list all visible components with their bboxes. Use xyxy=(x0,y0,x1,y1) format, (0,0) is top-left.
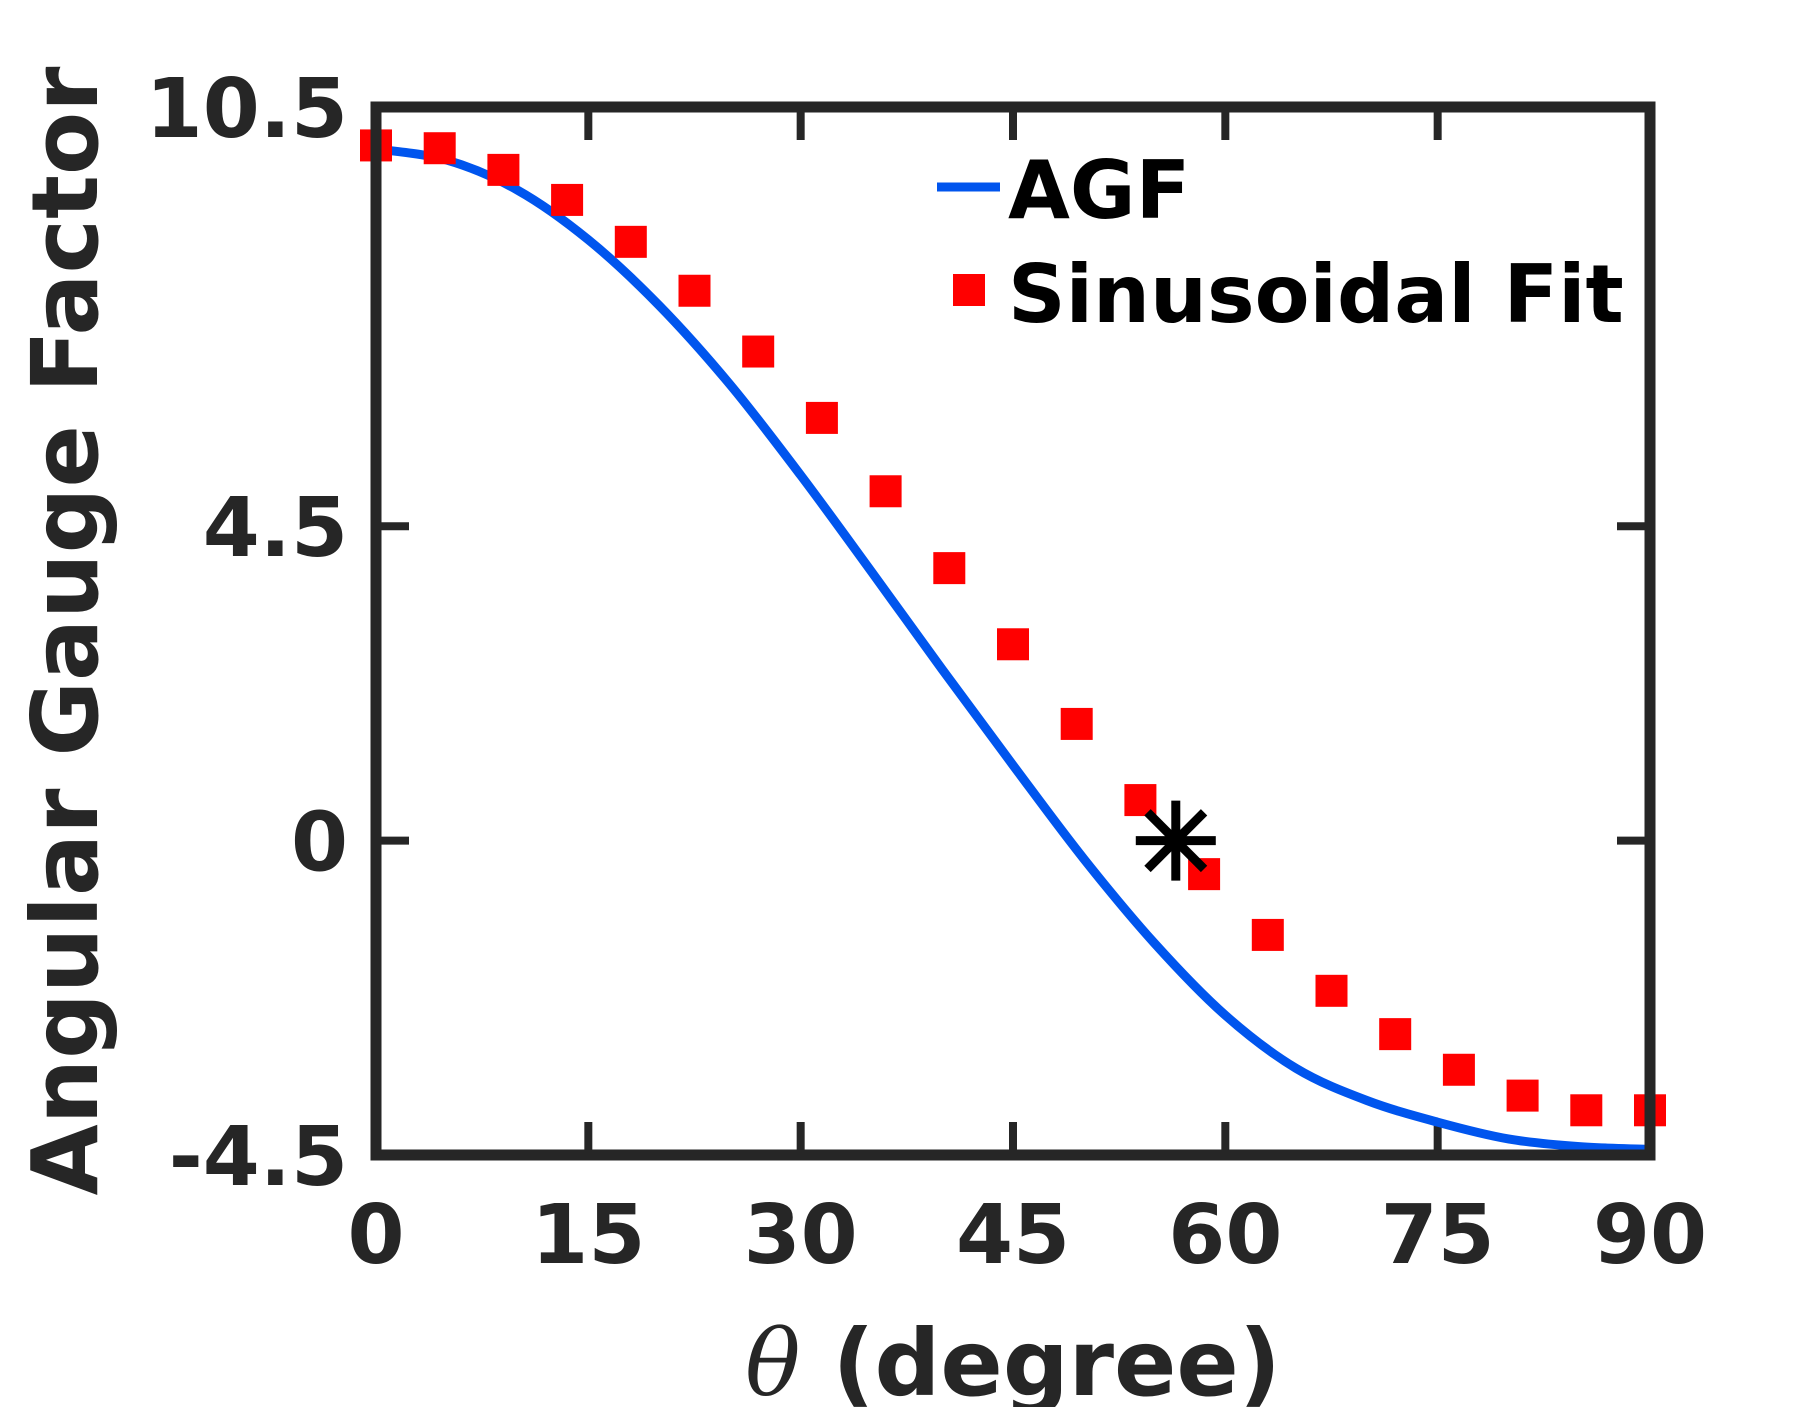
fit-marker xyxy=(1251,918,1284,951)
legend-agf-label: AGF xyxy=(1008,144,1190,237)
x-axis-label: θ (degree) xyxy=(745,1310,1281,1407)
fit-marker xyxy=(423,132,456,165)
fit-marker xyxy=(869,475,902,508)
asterisk-marker xyxy=(1135,800,1216,881)
fit-marker xyxy=(1315,974,1348,1007)
annotations xyxy=(1135,800,1216,881)
fit-marker xyxy=(1060,707,1093,740)
legend-fit-label: Sinusoidal Fit xyxy=(1008,248,1624,341)
agf-series xyxy=(375,144,1651,1154)
fit-marker xyxy=(1442,1053,1475,1086)
legend-fit-swatch xyxy=(953,274,985,306)
x-axis-text: (degree) xyxy=(800,1310,1280,1407)
fit-marker xyxy=(1379,1018,1412,1051)
fit-marker xyxy=(1570,1094,1603,1127)
x-tick-label: 15 xyxy=(531,1188,645,1283)
sinusoidal-fit-series xyxy=(360,129,1666,1127)
x-tick-label: 60 xyxy=(1168,1188,1282,1283)
asterisk-stroke xyxy=(1144,809,1208,873)
fit-marker xyxy=(933,552,966,585)
y-tick-label: -4.5 xyxy=(169,1110,348,1205)
fit-marker xyxy=(614,225,647,258)
legend: AGF Sinusoidal Fit xyxy=(937,144,1624,341)
fit-marker xyxy=(997,628,1029,661)
fit-marker xyxy=(805,401,838,434)
y-tick-label: 0 xyxy=(291,796,348,891)
x-tick-label: 0 xyxy=(347,1188,404,1283)
y-tick-labels: -4.5 0 4.5 10.5 xyxy=(146,62,348,1205)
x-tick-label: 45 xyxy=(956,1188,1070,1283)
fit-marker xyxy=(742,335,775,368)
x-tick-label: 90 xyxy=(1593,1188,1707,1283)
fit-marker xyxy=(1506,1079,1539,1112)
x-tick-label: 30 xyxy=(744,1188,858,1283)
x-tick-label: 75 xyxy=(1381,1188,1495,1283)
y-tick-label: 10.5 xyxy=(146,62,348,157)
x-tick-labels: 0 15 30 45 60 75 90 xyxy=(347,1188,1707,1283)
axes-box xyxy=(370,101,1656,1161)
x-axis-symbol: θ xyxy=(745,1310,800,1407)
fit-marker xyxy=(551,183,584,216)
fit-marker xyxy=(678,274,711,307)
y-tick-label: 4.5 xyxy=(203,481,348,576)
agf-line xyxy=(375,144,1651,1154)
y-axis-label: Angular Gauge Factor xyxy=(12,66,119,1196)
fit-marker xyxy=(487,153,520,186)
